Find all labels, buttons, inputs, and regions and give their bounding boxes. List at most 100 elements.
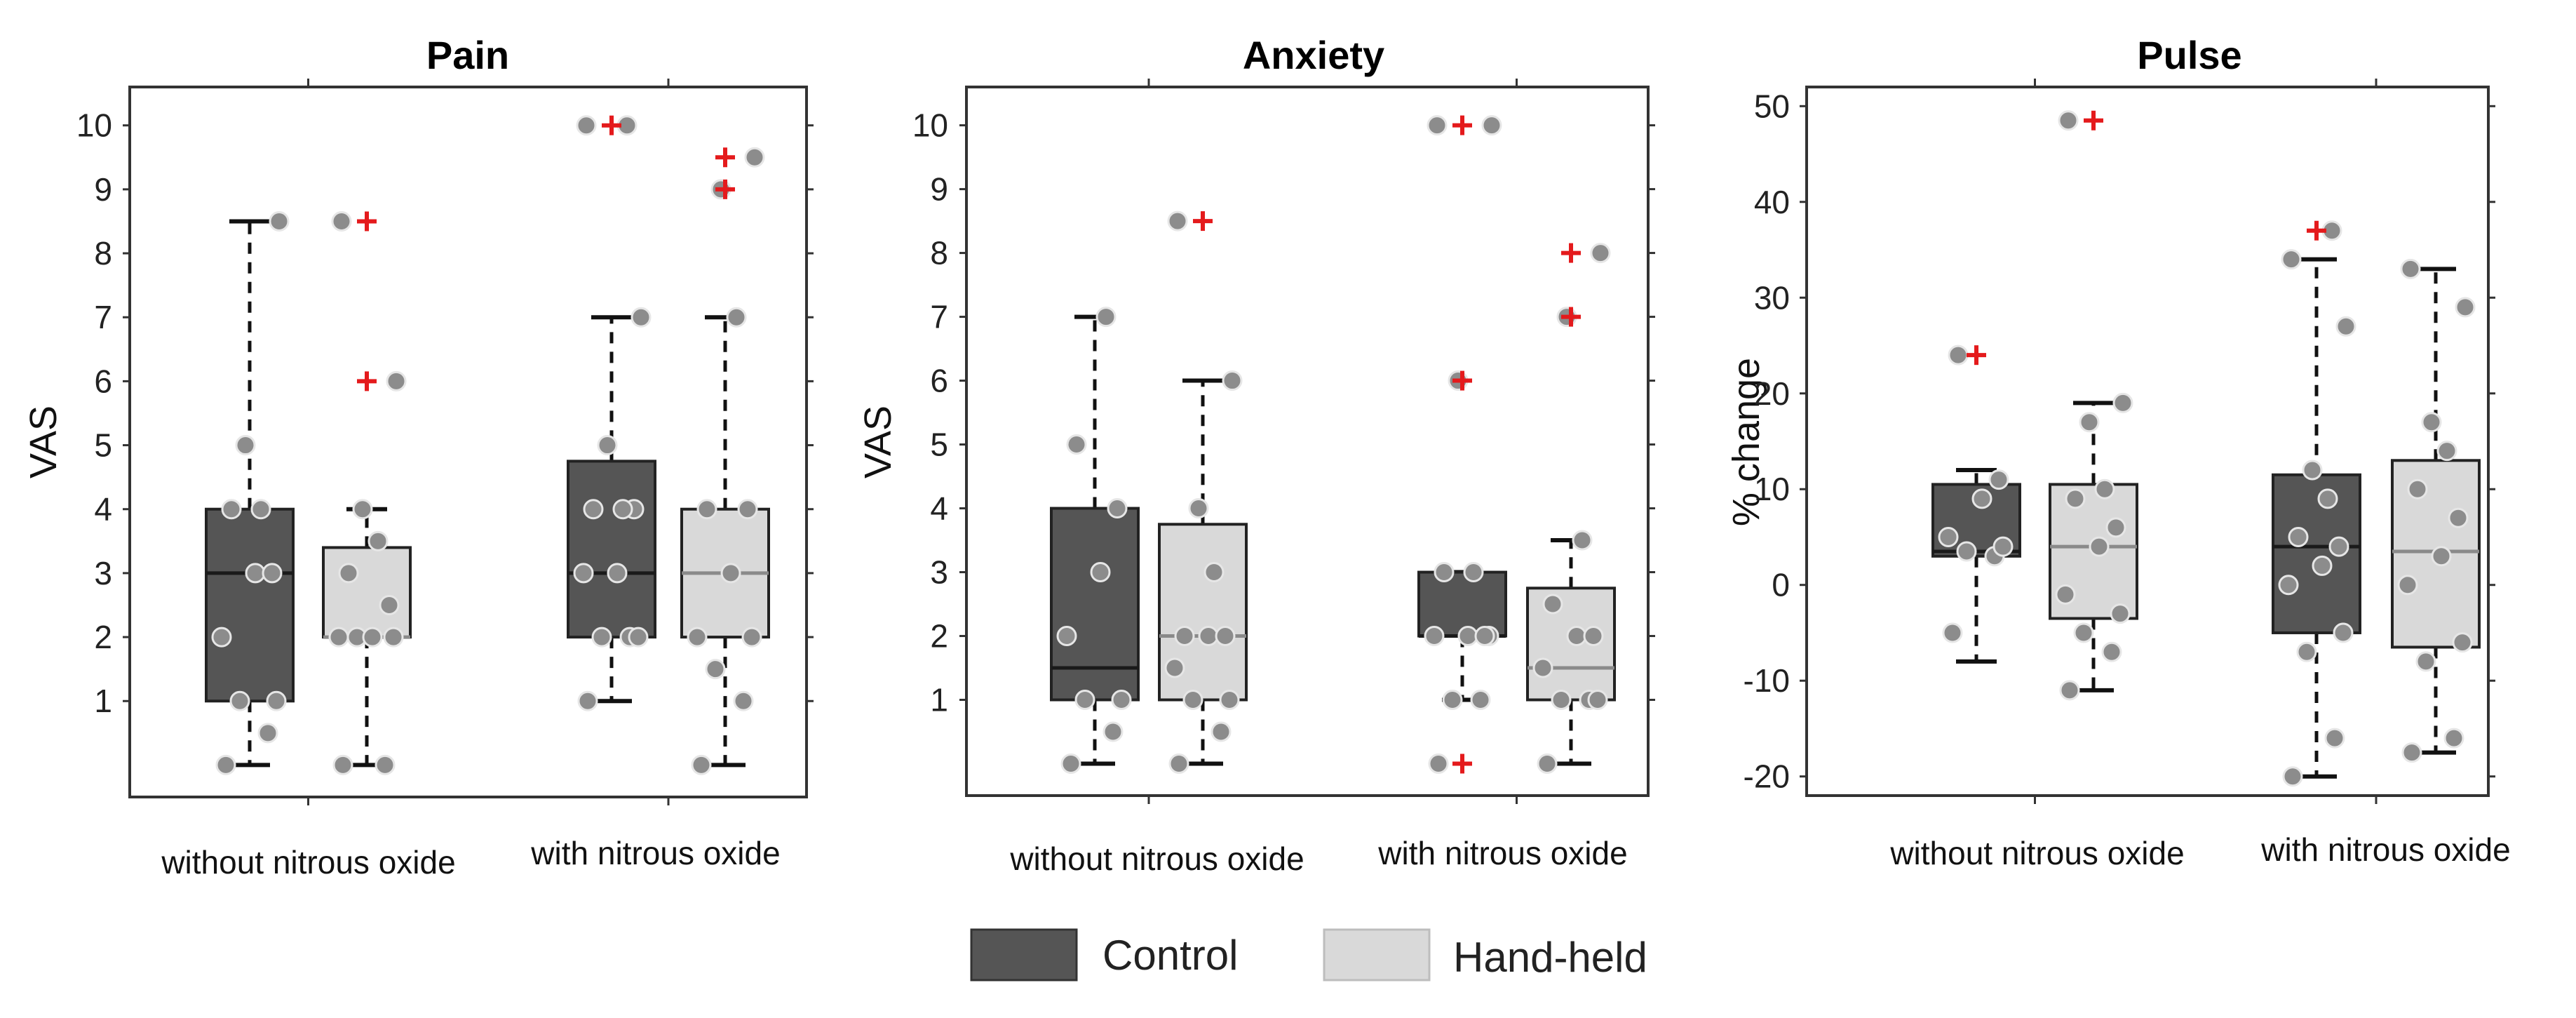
pulse-control-without-point bbox=[1942, 622, 1963, 643]
pain-hand-held-with-point bbox=[687, 627, 708, 648]
pain-hand-held-with-point bbox=[737, 499, 758, 520]
pulse-control-without-point bbox=[1992, 536, 2014, 557]
pain-hand-held-without-box bbox=[322, 546, 412, 639]
anxiety-hand-held-with-point bbox=[1532, 657, 1553, 678]
anxiety-title: Anxiety bbox=[1243, 33, 1384, 77]
anxiety-hand-held-without-point bbox=[1167, 210, 1188, 232]
anxiety-y-tick-label: 2 bbox=[930, 618, 948, 655]
pain-hand-held-without-point bbox=[362, 627, 383, 648]
anxiety-control-with-point bbox=[1481, 115, 1502, 136]
anxiety-hand-held-with-point bbox=[1587, 690, 1608, 711]
pulse-hand-held-without-point bbox=[2079, 412, 2100, 433]
pulse-y-tick-label: 0 bbox=[1772, 567, 1790, 603]
pain-hand-held-without-point bbox=[379, 594, 400, 615]
anxiety-hand-held-with-box bbox=[1526, 587, 1616, 702]
anxiety-y-tick-label: 10 bbox=[912, 107, 948, 144]
pain-y-tick-label: 5 bbox=[94, 427, 112, 464]
pulse-hand-held-without-point bbox=[2058, 110, 2079, 131]
pulse-hand-held-without-point bbox=[2059, 680, 2080, 701]
pain-hand-held-without-point bbox=[383, 627, 404, 648]
pulse-y-tick-label: 40 bbox=[1754, 184, 1790, 220]
pulse-control-with-point bbox=[2278, 575, 2299, 596]
pulse-control-without-point bbox=[1988, 469, 2009, 490]
pain-y-tick-label: 9 bbox=[94, 171, 112, 208]
pulse-title: Pulse bbox=[2137, 33, 2241, 77]
pain-control-without-point bbox=[262, 563, 283, 584]
anxiety-control-with-point bbox=[1424, 626, 1445, 647]
pulse-hand-held-with-point bbox=[2431, 546, 2452, 567]
pulse-hand-held-with-point bbox=[2452, 632, 2473, 653]
pain-y-tick-label: 2 bbox=[94, 619, 112, 655]
pulse-hand-held-with-point bbox=[2443, 728, 2464, 749]
pulse-control-with-point bbox=[2302, 460, 2323, 481]
pulse-control-with-point bbox=[2333, 622, 2354, 643]
pain-x-category-label-2: with nitrous oxide bbox=[530, 835, 780, 871]
anxiety-hand-held-without-point bbox=[1168, 754, 1189, 775]
pain-control-with-point bbox=[607, 563, 628, 584]
legend: Control Hand-held bbox=[970, 928, 1647, 982]
pain-control-with-point bbox=[583, 499, 604, 520]
pulse-control-with-point bbox=[2317, 488, 2338, 509]
anxiety-y-tick-label: 1 bbox=[930, 682, 948, 718]
anxiety-hand-held-without-point bbox=[1164, 657, 1185, 678]
anxiety-hand-held-without-point bbox=[1174, 626, 1195, 647]
pulse-control-with-box bbox=[2272, 473, 2361, 634]
anxiety-control-without-point bbox=[1111, 690, 1132, 711]
anxiety-y-tick-label: 9 bbox=[930, 171, 948, 208]
anxiety-hand-held-without-point bbox=[1182, 690, 1203, 711]
pain-panel: Pain VAS without nitrous oxide with nitr… bbox=[22, 33, 814, 880]
anxiety-hand-held-without-point bbox=[1188, 498, 1209, 519]
pain-y-axis-label: VAS bbox=[22, 406, 65, 478]
pain-control-with-point bbox=[573, 563, 594, 584]
anxiety-hand-held-with-point bbox=[1572, 530, 1593, 551]
pulse-hand-held-with-point bbox=[2401, 742, 2422, 763]
anxiety-control-without-point bbox=[1090, 562, 1111, 583]
anxiety-hand-held-without-point bbox=[1222, 370, 1243, 391]
pain-y-tick-label: 4 bbox=[94, 491, 112, 528]
pulse-hand-held-with-point bbox=[2400, 258, 2421, 279]
anxiety-y-tick-label: 8 bbox=[930, 235, 948, 272]
anxiety-control-with-point bbox=[1442, 690, 1463, 711]
pain-control-without-point bbox=[257, 723, 278, 744]
pulse-control-without-point bbox=[1971, 488, 1992, 509]
anxiety-marks: 1 2 3 4 5 6 7 8 9 10 bbox=[912, 79, 1655, 804]
pulse-hand-held-without-point bbox=[2073, 622, 2094, 643]
pain-hand-held-without-point bbox=[338, 563, 359, 584]
pulse-hand-held-without-point bbox=[2065, 488, 2086, 509]
pulse-control-with-point bbox=[2328, 536, 2349, 557]
anxiety-hand-held-without-point bbox=[1211, 721, 1232, 742]
anxiety-control-with-point bbox=[1428, 754, 1449, 775]
pain-hand-held-with-point bbox=[705, 659, 726, 680]
pulse-y-axis-label: % change bbox=[1725, 358, 1767, 526]
legend-swatch-handheld bbox=[1323, 928, 1431, 982]
pulse-y-tick-label: 10 bbox=[1754, 471, 1790, 507]
pulse-hand-held-with-point bbox=[2397, 575, 2418, 596]
anxiety-control-without-point bbox=[1060, 754, 1081, 775]
anxiety-y-tick-label: 7 bbox=[930, 299, 948, 335]
pulse-control-without-point bbox=[1948, 344, 1969, 366]
pain-hand-held-with-point bbox=[720, 563, 741, 584]
pulse-hand-held-without-point bbox=[2055, 584, 2076, 605]
anxiety-hand-held-without-point bbox=[1219, 690, 1240, 711]
anxiety-hand-held-without-point bbox=[1203, 562, 1225, 583]
pulse-hand-held-with-point bbox=[2407, 478, 2428, 500]
pain-x-category-label-1: without nitrous oxide bbox=[161, 844, 455, 880]
pulse-control-with-point bbox=[2324, 728, 2345, 749]
pulse-hand-held-with-point bbox=[2455, 297, 2476, 318]
pulse-control-with-point bbox=[2281, 249, 2302, 270]
pulse-y-tick-label: -10 bbox=[1744, 662, 1790, 699]
pain-control-without-point bbox=[235, 435, 256, 456]
pulse-x-category-label-2: with nitrous oxide bbox=[2260, 831, 2510, 868]
anxiety-hand-held-with-point bbox=[1590, 243, 1611, 264]
pain-title: Pain bbox=[426, 33, 509, 77]
anxiety-control-without-point bbox=[1095, 307, 1117, 328]
anxiety-hand-held-with-point bbox=[1583, 626, 1604, 647]
pulse-control-without-point bbox=[1938, 526, 1959, 547]
pain-control-without-point bbox=[269, 210, 290, 232]
pain-y-tick-label: 7 bbox=[94, 299, 112, 335]
pain-y-tick-label: 3 bbox=[94, 555, 112, 591]
pain-control-with-point bbox=[597, 435, 618, 456]
pain-hand-held-with-point bbox=[744, 147, 765, 168]
pulse-control-with-point bbox=[2296, 641, 2317, 662]
pulse-marks: -20 -10 0 10 20 30 40 50 bbox=[1744, 79, 2495, 804]
